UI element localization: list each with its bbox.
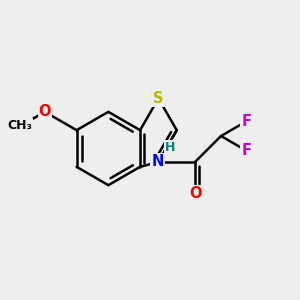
Text: O: O [189,186,201,201]
Text: H: H [165,141,175,154]
Text: CH₃: CH₃ [8,119,33,132]
Text: O: O [39,104,51,119]
Text: F: F [242,143,251,158]
Text: S: S [153,91,164,106]
Text: F: F [242,114,251,129]
Text: N: N [151,154,164,169]
